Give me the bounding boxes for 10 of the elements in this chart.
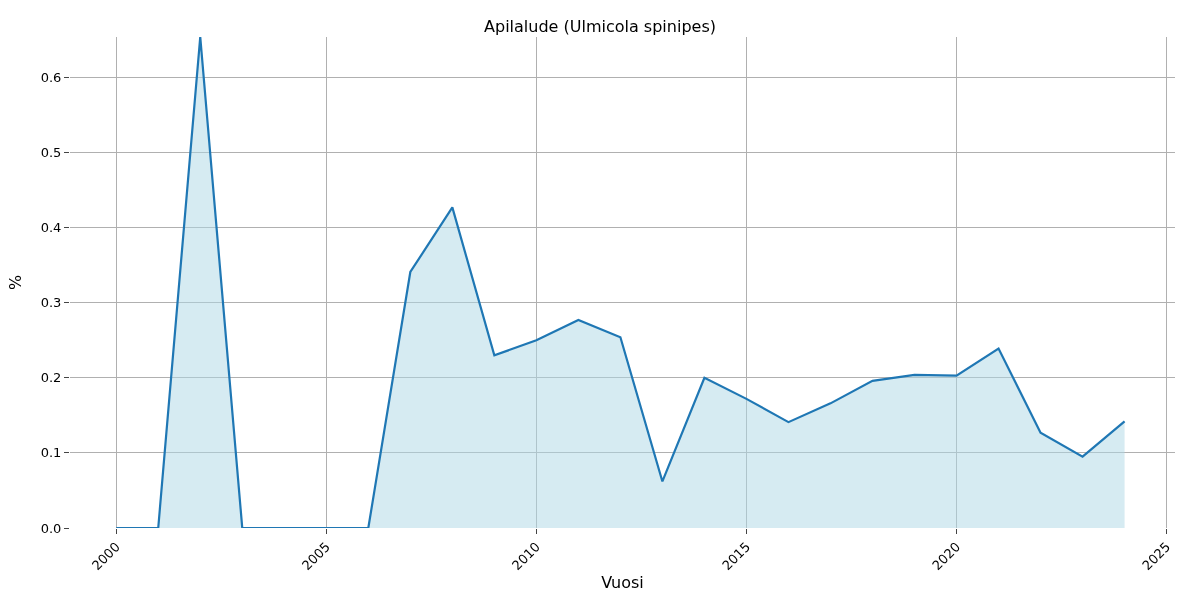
x-axis-title: Vuosi [601, 572, 644, 592]
y-tick-label: 0.0 [40, 520, 62, 536]
y-tick-label: 0.1 [40, 445, 62, 461]
y-axis-title: % [5, 274, 25, 291]
y-tick-label: 0.2 [40, 370, 62, 386]
y-tick-label: 0.6 [40, 70, 62, 86]
y-tick-label: 0.4 [40, 220, 62, 236]
y-tick-label: 0.3 [40, 295, 62, 311]
y-tick-label: 0.5 [40, 145, 62, 161]
chart-title: Apilalude (Ulmicola spinipes) [484, 17, 716, 37]
